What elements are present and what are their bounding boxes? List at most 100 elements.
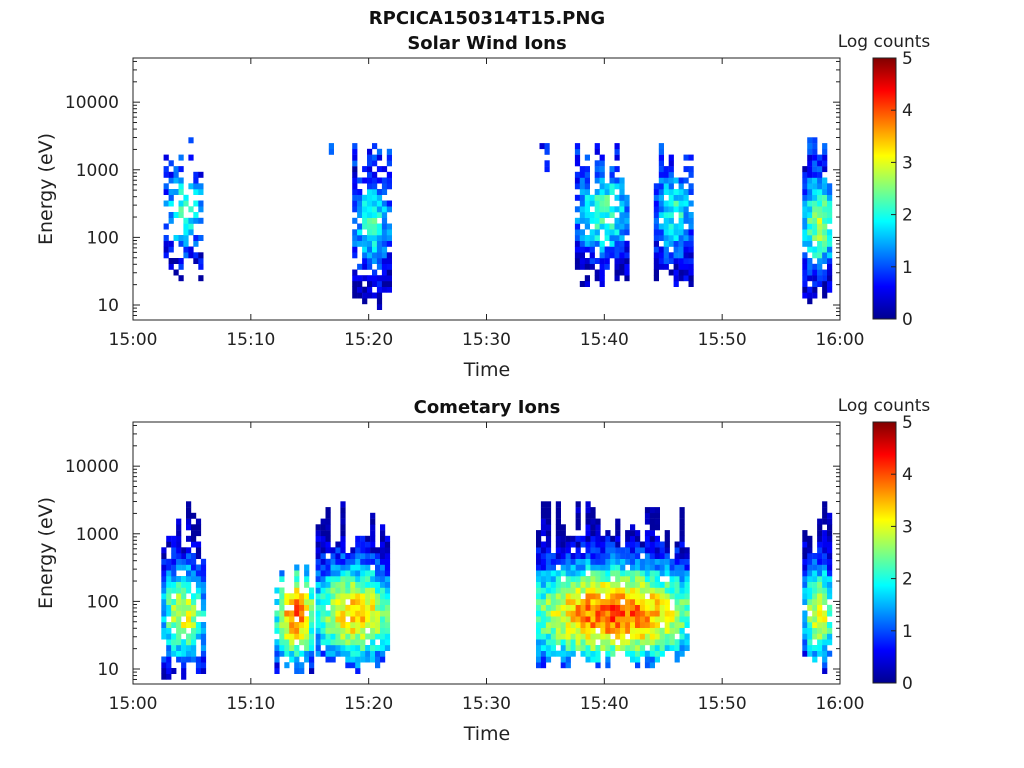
spectrogram-cell	[370, 599, 376, 605]
spectrogram-cell	[812, 200, 818, 207]
spectrogram-cell	[604, 246, 610, 253]
spectrogram-cell	[614, 223, 620, 230]
spectrogram-cell	[320, 633, 326, 640]
spectrogram-cell	[688, 189, 694, 195]
spectrogram-cell	[545, 639, 552, 646]
spectrogram-cell	[600, 581, 606, 588]
spectrogram-cell	[807, 541, 813, 548]
spectrogram-cell	[812, 223, 818, 230]
spectrogram-cell	[600, 639, 606, 646]
spectrogram-cell	[198, 200, 204, 207]
spectrogram-cell	[807, 212, 813, 218]
spectrogram-cell	[376, 148, 383, 155]
spectrogram-cell	[294, 650, 300, 657]
spectrogram-cell	[605, 576, 611, 582]
spectrogram-cell	[684, 593, 690, 600]
spectrogram-cell	[560, 535, 566, 542]
spectrogram-cell	[807, 229, 813, 236]
spectrogram-cell	[604, 258, 610, 264]
spectrogram-cell	[299, 599, 305, 605]
spectrogram-cell	[365, 541, 371, 548]
spectrogram-cell	[360, 610, 366, 617]
spectrogram-cell	[540, 645, 547, 651]
spectrogram-cell	[176, 616, 182, 623]
spectrogram-cell	[376, 235, 383, 241]
spectrogram-cell	[355, 581, 361, 588]
spectrogram-cell	[183, 252, 189, 259]
spectrogram-cell	[320, 627, 326, 634]
spectrogram-cell	[630, 541, 636, 548]
spectrogram-cell	[381, 206, 388, 213]
spectrogram-cell	[630, 587, 636, 594]
spectrogram-cell	[355, 587, 361, 594]
spectrogram-cell	[560, 547, 566, 554]
spectrogram-cell	[625, 650, 631, 657]
spectrogram-cell	[624, 200, 630, 207]
spectrogram-cell	[570, 633, 576, 640]
spectrogram-cell	[575, 616, 581, 623]
spectrogram-cell	[630, 599, 636, 605]
spectrogram-cell	[674, 622, 680, 628]
spectrogram-cell	[590, 570, 596, 577]
spectrogram-cell	[352, 160, 358, 167]
spectrogram-cell	[595, 541, 601, 548]
spectrogram-cell	[635, 587, 641, 594]
x-tick-label: 15:00	[109, 330, 158, 350]
panel2-colorbar-gradient	[872, 421, 897, 684]
spectrogram-cell	[536, 581, 542, 588]
spectrogram-cell	[599, 246, 605, 253]
spectrogram-cell	[827, 518, 833, 525]
spectrogram-cell	[585, 627, 591, 634]
spectrogram-cell	[635, 639, 641, 646]
spectrogram-cell	[370, 547, 376, 554]
spectrogram-cell	[585, 633, 591, 640]
spectrogram-cell	[370, 616, 376, 623]
spectrogram-cell	[822, 507, 828, 514]
spectrogram-cell	[380, 639, 386, 646]
spectrogram-cell	[166, 599, 172, 605]
spectrogram-cell	[589, 258, 595, 264]
spectrogram-cell	[330, 650, 336, 657]
spectrogram-cell	[802, 281, 808, 287]
spectrogram-cell	[181, 581, 187, 588]
spectrogram-cell	[315, 558, 321, 565]
spectrogram-cell	[330, 639, 336, 646]
spectrogram-cell	[360, 622, 366, 628]
spectrogram-cell	[669, 645, 675, 651]
spectrogram-cell	[352, 154, 358, 161]
spectrogram-cell	[595, 599, 601, 605]
spectrogram-cell	[284, 650, 290, 657]
spectrogram-cell	[663, 177, 669, 184]
spectrogram-cell	[181, 553, 187, 559]
spectrogram-cell	[555, 530, 561, 537]
spectrogram-cell	[664, 553, 670, 559]
spectrogram-cell	[355, 627, 361, 634]
spectrogram-cell	[545, 633, 552, 640]
spectrogram-cell	[195, 627, 202, 634]
spectrogram-cell	[812, 194, 818, 201]
spectrogram-cell	[384, 576, 391, 582]
spectrogram-cell	[678, 269, 684, 276]
spectrogram-cell	[594, 166, 600, 173]
spectrogram-cell	[615, 553, 621, 559]
spectrogram-cell	[325, 512, 331, 519]
spectrogram-cell	[668, 217, 674, 224]
spectrogram-cell	[817, 553, 823, 559]
spectrogram-cell	[565, 610, 571, 617]
spectrogram-cell	[330, 627, 336, 634]
spectrogram-cell	[822, 645, 828, 651]
spectrogram-cell	[370, 518, 376, 525]
spectrogram-cell	[365, 599, 371, 605]
spectrogram-cell	[579, 212, 585, 218]
spectrogram-cell	[200, 576, 207, 582]
spectrogram-cell	[540, 518, 547, 525]
spectrogram-cell	[171, 547, 177, 554]
spectrogram-cell	[674, 576, 680, 582]
spectrogram-cell	[200, 662, 207, 669]
spectrogram-cell	[605, 604, 611, 611]
spectrogram-cell	[639, 616, 646, 623]
spectrogram-cell	[654, 512, 660, 519]
spectrogram-cell	[625, 576, 631, 582]
spectrogram-cell	[688, 235, 694, 241]
spectrogram-cell	[191, 627, 197, 634]
